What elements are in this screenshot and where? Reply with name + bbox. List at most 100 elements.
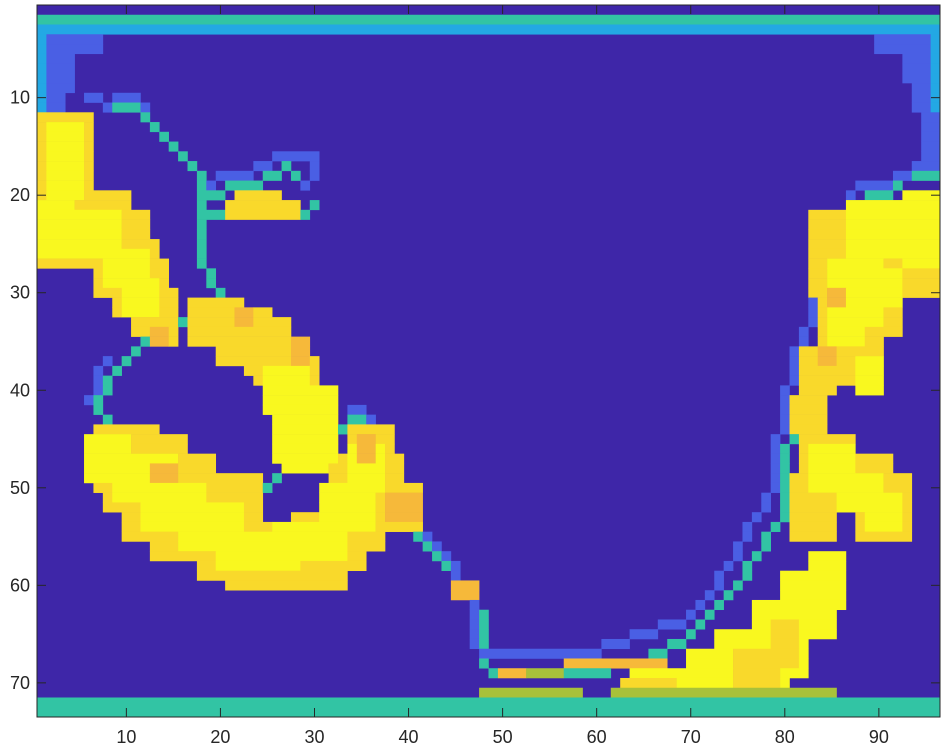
heatmap-cell xyxy=(121,531,179,542)
heatmap-cell xyxy=(845,239,941,250)
heatmap-cell xyxy=(827,297,847,308)
heatmap-cell xyxy=(225,209,301,220)
heatmap-cell xyxy=(187,307,235,318)
heatmap-cell xyxy=(864,521,903,532)
heatmap-cell xyxy=(121,521,141,532)
heatmap-cell xyxy=(817,356,837,367)
heatmap-cell xyxy=(196,180,207,191)
heatmap-cell xyxy=(798,375,856,386)
heatmap-cell xyxy=(780,580,847,591)
heatmap-cell xyxy=(131,346,141,357)
heatmap-cell xyxy=(375,443,386,454)
heatmap-cell xyxy=(37,219,122,230)
heatmap-cell xyxy=(610,687,837,698)
heatmap-cell xyxy=(328,463,348,474)
heatmap-cell xyxy=(149,551,217,562)
heatmap-cell xyxy=(845,297,903,308)
heatmap-cell xyxy=(817,297,828,308)
heatmap-cell xyxy=(215,287,226,298)
heatmap-cell xyxy=(883,307,903,318)
heatmap-cell xyxy=(309,200,320,211)
heatmap-cell xyxy=(375,502,386,513)
heatmap-cell xyxy=(761,531,771,542)
heatmap-cell xyxy=(356,453,376,464)
heatmap-cell xyxy=(770,638,800,650)
heatmap-cell xyxy=(290,356,311,367)
heatmap-cell xyxy=(206,180,217,191)
heatmap-cell xyxy=(196,560,217,571)
heatmap-cell xyxy=(196,170,207,181)
heatmap-cell xyxy=(789,395,828,406)
heatmap-cell xyxy=(309,170,320,181)
heatmap-cell xyxy=(290,170,301,181)
heatmap-cell xyxy=(121,219,151,230)
heatmap-cell xyxy=(37,248,151,259)
heatmap-cell xyxy=(789,356,800,367)
heatmap-cell xyxy=(845,287,903,298)
heatmap-cell xyxy=(46,92,66,103)
heatmap-cell xyxy=(563,668,612,679)
heatmap-cell xyxy=(686,658,734,669)
y-tick-label: 40 xyxy=(10,380,30,400)
heatmap-cell xyxy=(102,102,113,113)
heatmap-cell xyxy=(84,395,94,406)
heatmap-cell xyxy=(742,521,753,532)
heatmap-cell xyxy=(102,385,113,396)
heatmap-plot-area xyxy=(37,5,941,718)
heatmap-cell xyxy=(845,248,941,259)
heatmap-cell xyxy=(780,404,790,415)
heatmap-cell xyxy=(149,248,160,259)
heatmap-cell xyxy=(319,512,376,523)
heatmap-cell xyxy=(902,258,941,269)
heatmap-cell xyxy=(102,278,160,289)
heatmap-cell xyxy=(385,492,423,503)
heatmap-cell xyxy=(827,317,884,328)
heatmap-cell xyxy=(149,268,169,279)
heatmap-cell xyxy=(149,258,169,269)
heatmap-cell xyxy=(817,317,828,328)
heatmap-cell xyxy=(149,463,179,474)
heatmap-cell xyxy=(37,180,47,191)
heatmap-cell xyxy=(789,492,837,503)
heatmap-cell xyxy=(450,560,461,571)
heatmap-cell xyxy=(798,629,837,640)
heatmap-cell xyxy=(761,541,771,552)
heatmap-cell xyxy=(140,112,151,123)
heatmap-cell xyxy=(121,229,151,240)
heatmap-cell xyxy=(808,278,828,289)
heatmap-cell xyxy=(855,375,884,386)
heatmap-cell xyxy=(102,356,113,367)
heatmap-cell xyxy=(347,414,367,425)
heatmap-cells xyxy=(37,14,941,718)
heatmap-cell xyxy=(714,580,724,591)
heatmap-cell xyxy=(723,560,734,571)
heatmap-cell xyxy=(808,453,856,464)
heatmap-cell xyxy=(798,658,809,669)
heatmap-cell xyxy=(290,336,311,347)
heatmap-cell xyxy=(808,239,847,250)
heatmap-cell xyxy=(789,434,800,445)
heatmap-cell xyxy=(149,541,179,552)
heatmap-cell xyxy=(178,151,188,162)
heatmap-cell xyxy=(902,268,941,279)
heatmap-cell xyxy=(798,346,819,357)
heatmap-cell xyxy=(836,492,903,503)
heatmap-cell xyxy=(780,424,790,435)
heatmap-cell xyxy=(131,443,188,454)
heatmap-cell xyxy=(196,229,207,240)
y-tick-label: 70 xyxy=(10,673,30,693)
heatmap-cell xyxy=(102,414,113,425)
heatmap-cell xyxy=(140,512,245,523)
heatmap-cell xyxy=(864,336,884,347)
heatmap-cell xyxy=(178,463,217,474)
heatmap-cell xyxy=(780,395,790,406)
heatmap-cell xyxy=(93,375,104,386)
heatmap-cell xyxy=(808,307,819,318)
heatmap-cell xyxy=(121,297,160,308)
heatmap-cell xyxy=(902,502,913,513)
heatmap-cell xyxy=(789,375,800,386)
heatmap-cell xyxy=(770,521,781,532)
heatmap-cell xyxy=(714,638,771,650)
heatmap-cell xyxy=(808,482,884,493)
